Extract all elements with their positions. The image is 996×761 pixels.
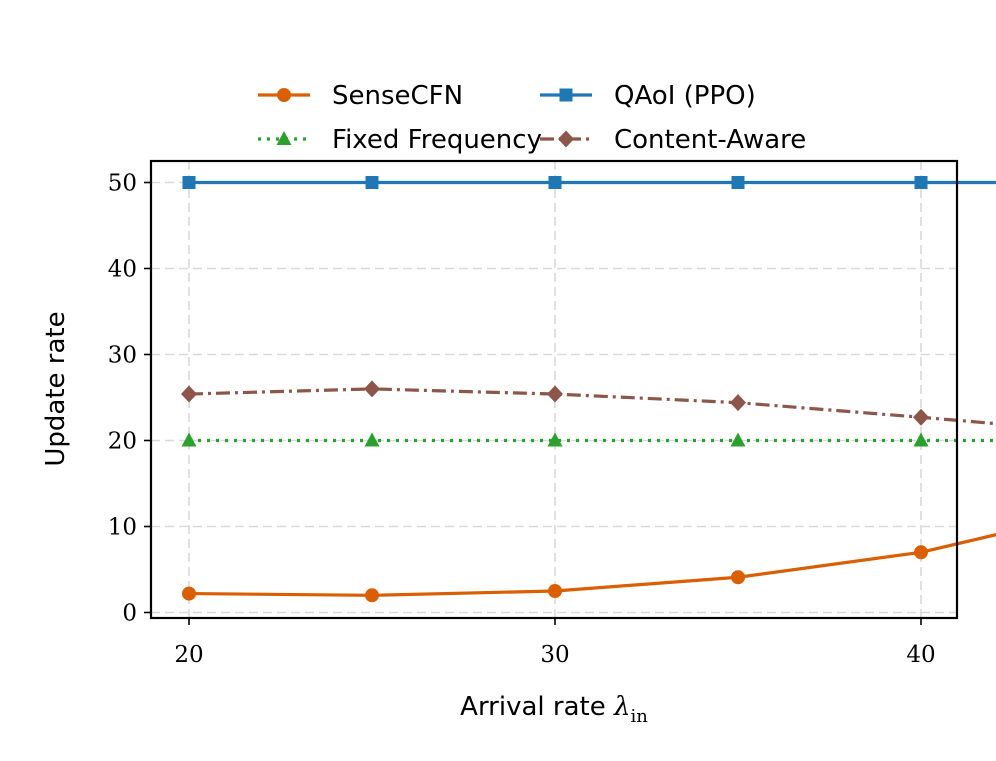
data-point bbox=[548, 176, 562, 189]
data-point bbox=[182, 176, 196, 189]
series-fixed-frequency bbox=[181, 432, 996, 447]
data-point bbox=[181, 385, 197, 403]
data-point bbox=[731, 176, 745, 189]
series-content-aware bbox=[181, 380, 996, 426]
data-point bbox=[365, 176, 379, 189]
x-axis-label: Arrival rate λin bbox=[460, 692, 648, 727]
series-sensecfn bbox=[182, 533, 996, 603]
data-point bbox=[364, 432, 380, 447]
axis-ticks: 203040506001020304050 bbox=[108, 171, 936, 669]
legend-label: SenseCFN bbox=[332, 81, 463, 111]
y-tick-label: 30 bbox=[108, 343, 137, 369]
data-point bbox=[914, 176, 928, 189]
legend-label: QAoI (PPO) bbox=[614, 81, 756, 111]
y-tick-label: 50 bbox=[108, 171, 137, 197]
legend-marker bbox=[277, 88, 291, 102]
legend-marker bbox=[276, 131, 292, 145]
data-point bbox=[730, 432, 746, 447]
legend-marker bbox=[559, 88, 573, 102]
data-point bbox=[730, 394, 746, 412]
data-point bbox=[181, 432, 197, 447]
y-tick-label: 40 bbox=[108, 257, 137, 283]
x-axis-symbol: λ bbox=[613, 692, 630, 722]
x-tick-label: 40 bbox=[906, 642, 935, 668]
legend-item: QAoI (PPO) bbox=[540, 81, 756, 111]
legend-item: Content-Aware bbox=[540, 125, 806, 155]
grid-lines bbox=[151, 161, 957, 618]
data-point bbox=[547, 385, 563, 403]
data-point bbox=[913, 432, 929, 447]
data-series bbox=[181, 176, 996, 603]
x-tick-label: 30 bbox=[540, 642, 569, 668]
data-point bbox=[547, 432, 563, 447]
data-point bbox=[364, 380, 380, 398]
data-point bbox=[731, 570, 745, 585]
legend-label: Content-Aware bbox=[614, 125, 806, 155]
plot-frame bbox=[149, 159, 959, 620]
legend-label: Fixed Frequency bbox=[332, 125, 542, 155]
data-point bbox=[182, 586, 196, 601]
data-point bbox=[365, 588, 379, 603]
data-point bbox=[913, 408, 929, 426]
y-tick-label: 10 bbox=[108, 515, 137, 541]
y-tick-label: 0 bbox=[122, 601, 137, 627]
legend: SenseCFN QAoI (PPO) Fixed Frequency Content… bbox=[258, 81, 806, 155]
legend-item: Fixed Frequency bbox=[258, 125, 542, 155]
y-tick-label: 20 bbox=[108, 429, 137, 455]
legend-marker bbox=[558, 130, 574, 148]
series-qaoi-ppo bbox=[182, 176, 996, 189]
data-point bbox=[548, 584, 562, 598]
legend-item: SenseCFN bbox=[258, 81, 463, 111]
x-axis-subscript: in bbox=[630, 706, 648, 727]
x-tick-label: 20 bbox=[174, 642, 203, 668]
series-line bbox=[188, 387, 996, 426]
y-axis-label: Update rate bbox=[41, 311, 71, 466]
data-point bbox=[914, 545, 928, 560]
